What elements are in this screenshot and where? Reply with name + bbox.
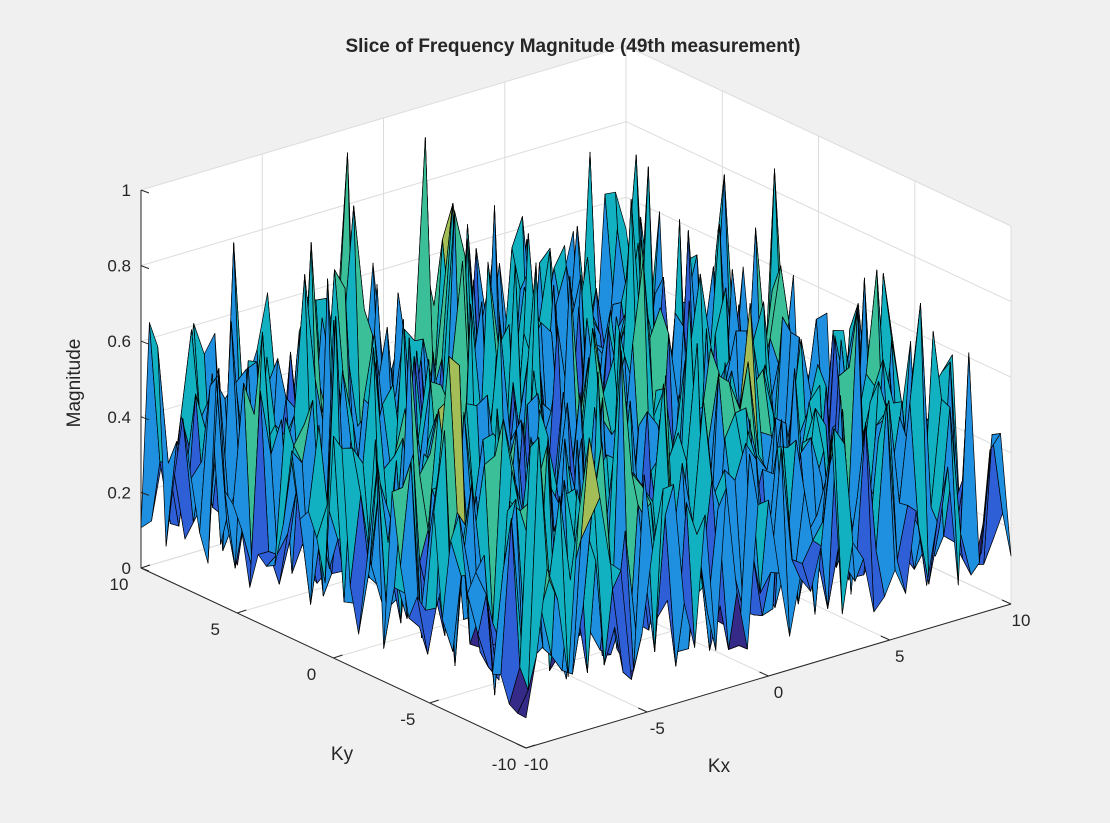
x-tick-label: 5 xyxy=(895,647,904,666)
x-tick-mark xyxy=(880,635,890,641)
x-tick-mark xyxy=(638,707,648,713)
y-tick-label: -5 xyxy=(400,710,415,729)
x-tick-mark xyxy=(1001,599,1012,605)
z-tick-mark xyxy=(140,189,150,194)
z-tick-label: 0 xyxy=(122,559,131,578)
y-tick-mark xyxy=(333,654,343,659)
surface-mesh xyxy=(140,137,1012,719)
x-tick-label: 10 xyxy=(1012,611,1031,630)
z-tick-label: 0.8 xyxy=(107,257,131,276)
z-tick-mark xyxy=(140,340,150,345)
axes-lines xyxy=(140,189,1012,749)
y-tick-mark xyxy=(237,609,247,614)
x-tick-mark xyxy=(516,743,527,749)
z-tick-label: 0.2 xyxy=(107,483,131,502)
y-tick-mark xyxy=(140,564,151,569)
z-tick-label: 0.4 xyxy=(107,408,131,427)
z-tick-mark xyxy=(140,265,150,270)
chart-title: Slice of Frequency Magnitude (49th measu… xyxy=(345,36,800,57)
x-tick-label: -10 xyxy=(524,755,549,774)
surface-patch xyxy=(517,655,537,719)
z-tick-label: 0.6 xyxy=(107,332,131,351)
z-tick-mark xyxy=(140,491,150,496)
grid-line-z xyxy=(140,121,1012,303)
y-tick-label: -10 xyxy=(492,755,517,774)
x-tick-label: -5 xyxy=(650,719,665,738)
x-axis-label: Kx xyxy=(708,756,731,777)
y-tick-label: 5 xyxy=(211,620,220,639)
z-tick-mark xyxy=(140,416,150,421)
y-tick-mark xyxy=(429,699,439,704)
z-tick-mark xyxy=(140,567,150,572)
y-tick-label: 0 xyxy=(307,665,316,684)
x-tick-label: 0 xyxy=(774,683,783,702)
z-axis-label: Magnitude xyxy=(64,339,85,428)
z-tick-label: 1 xyxy=(122,181,131,200)
x-tick-mark xyxy=(759,671,769,677)
grid-line-z xyxy=(140,45,1012,227)
y-tick-mark xyxy=(525,744,536,749)
y-axis-label: Ky xyxy=(331,744,354,765)
y-tick-label: 10 xyxy=(110,575,129,594)
